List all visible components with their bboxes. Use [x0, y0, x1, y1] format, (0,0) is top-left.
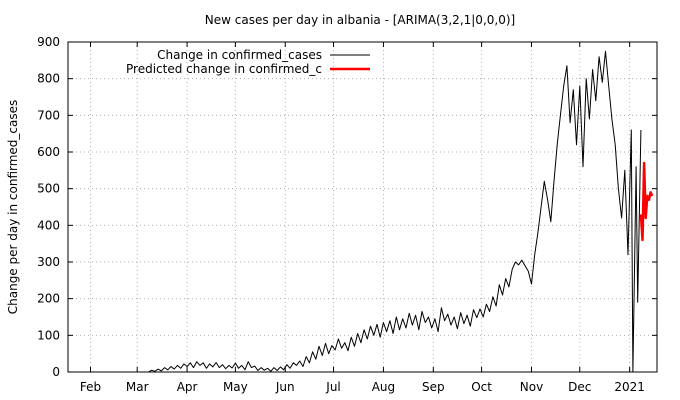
y-tick-label: 300 [37, 255, 60, 269]
y-tick-label: 100 [37, 328, 60, 342]
y-tick-label: 400 [37, 218, 60, 232]
x-tick-label: Feb [80, 380, 101, 394]
y-tick-label: 800 [37, 72, 60, 86]
legend-label-predicted: Predicted change in confirmed_c [126, 62, 322, 76]
x-tick-label: Jul [325, 380, 340, 394]
x-tick-label: 2021 [614, 380, 645, 394]
x-tick-label: Jun [275, 380, 295, 394]
x-tick-label: May [223, 380, 248, 394]
y-tick-label: 900 [37, 35, 60, 49]
x-tick-label: Mar [126, 380, 149, 394]
x-tick-label: Nov [520, 380, 543, 394]
y-tick-label: 200 [37, 292, 60, 306]
series-line-actual [148, 50, 642, 373]
y-axis-label: Change per day in confirmed_cases [6, 100, 20, 315]
chart-title: New cases per day in albania - [ARIMA(3,… [205, 13, 515, 27]
y-ticks: 0 100 200 300 400 500 600 700 800 900 [37, 35, 657, 379]
x-tick-label: Dec [568, 380, 591, 394]
x-tick-label: Apr [177, 380, 198, 394]
y-tick-label: 700 [37, 108, 60, 122]
y-tick-label: 600 [37, 145, 60, 159]
x-ticks: Feb Mar Apr May Jun Jul Aug Sep Oct Nov Dec 2021 [80, 42, 645, 394]
legend: Change in confirmed_cases Predicted chan… [126, 48, 370, 76]
y-tick-label: 0 [52, 365, 60, 379]
x-tick-label: Sep [422, 380, 445, 394]
plot-frame [67, 41, 658, 373]
x-tick-label: Oct [471, 380, 492, 394]
legend-label-actual: Change in confirmed_cases [157, 48, 322, 62]
x-tick-label: Aug [372, 380, 395, 394]
series-group [148, 50, 654, 373]
series-line-predicted [639, 161, 654, 242]
y-tick-label: 500 [37, 182, 60, 196]
